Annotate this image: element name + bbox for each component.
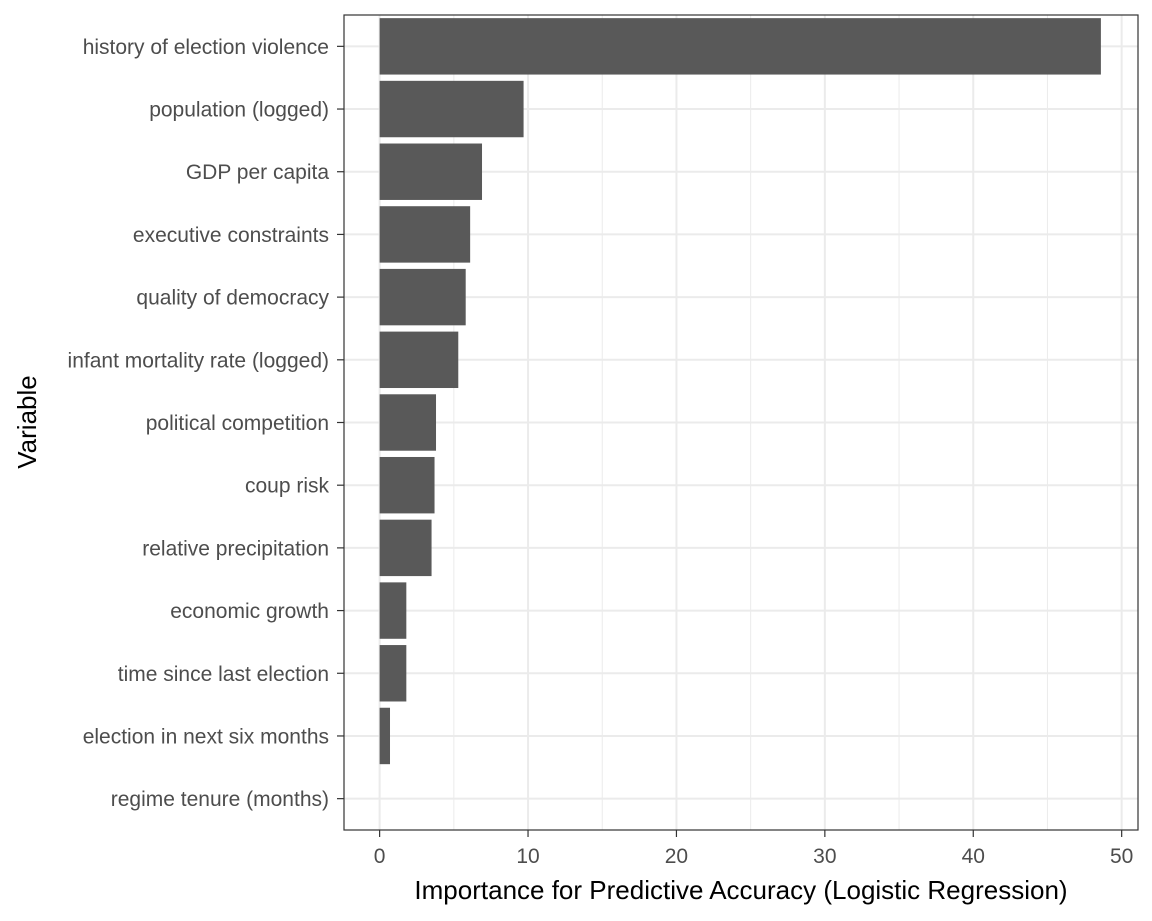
y-axis-title: Variable <box>12 375 42 468</box>
bars <box>379 18 1101 765</box>
bar <box>379 18 1101 75</box>
y-tick-label: infant mortality rate (logged) <box>68 349 329 372</box>
y-tick-label: coup risk <box>245 475 330 498</box>
y-tick-label: population (logged) <box>149 99 329 122</box>
x-tick-label: 10 <box>516 845 539 868</box>
y-axis: history of election violence population (… <box>68 36 344 811</box>
x-tick-label: 30 <box>813 845 836 868</box>
y-tick-label: quality of democracy <box>136 287 329 310</box>
y-tick-label: economic growth <box>170 600 329 623</box>
bar <box>379 331 459 389</box>
y-tick-label: GDP per capita <box>186 161 330 184</box>
bar <box>379 645 407 702</box>
bar <box>379 143 483 200</box>
bar <box>379 456 435 514</box>
y-tick-label: history of election violence <box>83 36 329 59</box>
bar <box>379 206 471 263</box>
x-axis: 0 10 20 30 40 50 <box>374 830 1133 868</box>
bar <box>379 582 407 639</box>
bar <box>379 707 391 765</box>
bar <box>379 268 466 326</box>
y-tick-label: executive constraints <box>133 224 329 247</box>
x-tick-label: 0 <box>374 845 386 868</box>
bar <box>379 80 524 138</box>
y-tick-label: relative precipitation <box>142 537 329 560</box>
x-tick-label: 20 <box>665 845 688 868</box>
x-axis-title: Importance for Predictive Accuracy (Logi… <box>414 875 1067 905</box>
y-tick-label: election in next six months <box>83 725 329 748</box>
bar <box>379 519 432 577</box>
x-tick-label: 50 <box>1110 845 1133 868</box>
bar <box>379 394 437 451</box>
y-tick-label: time since last election <box>118 663 329 686</box>
y-tick-label: regime tenure (months) <box>111 788 329 811</box>
major-gridlines <box>344 15 1138 830</box>
y-tick-label: political competition <box>146 412 329 435</box>
x-tick-label: 40 <box>962 845 985 868</box>
